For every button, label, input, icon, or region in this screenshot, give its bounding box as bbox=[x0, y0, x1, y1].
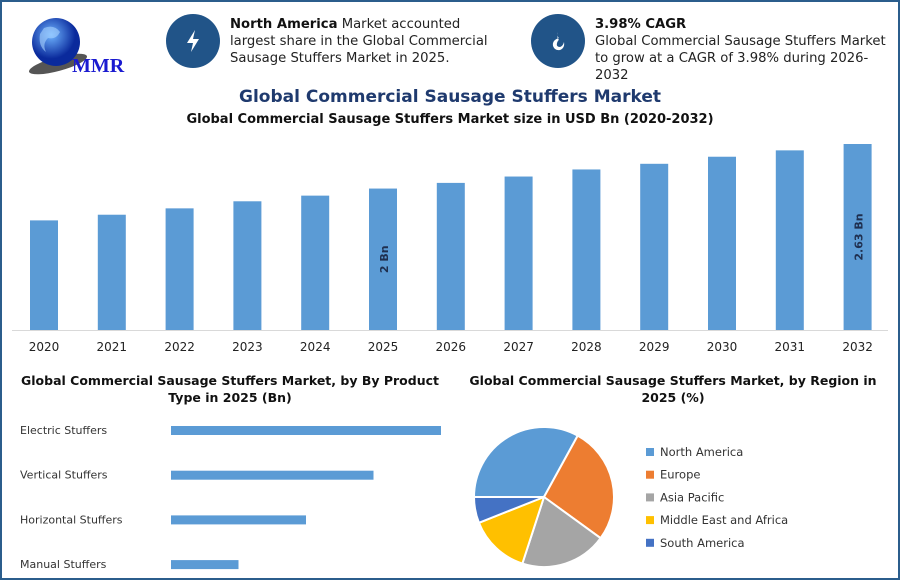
legend-swatch bbox=[646, 516, 654, 525]
category-label: Manual Stuffers bbox=[20, 558, 107, 571]
x-tick-label: 2031 bbox=[775, 340, 806, 354]
x-tick-label: 2026 bbox=[436, 340, 467, 354]
data-label: 2.63 Bn bbox=[853, 213, 866, 260]
bar-manual-stuffers bbox=[171, 560, 239, 570]
bar-2023 bbox=[233, 201, 262, 330]
x-tick-label: 2020 bbox=[29, 340, 60, 354]
bar-2021 bbox=[97, 214, 126, 330]
legend-swatch bbox=[646, 538, 654, 547]
bar-horizontal-stuffers bbox=[171, 515, 306, 525]
pie-slice-asia-pacific bbox=[521, 495, 603, 568]
bar-2022 bbox=[165, 208, 194, 330]
product-type-bar-chart: Electric Stuffers Vertical Stuffers Horizo… bbox=[20, 424, 441, 571]
legend-swatch bbox=[646, 448, 654, 456]
bar-2028 bbox=[572, 169, 601, 330]
x-tick-label: 2032 bbox=[842, 340, 873, 354]
region-pie-chart: North America Europe Asia Pacific Middle Ea… bbox=[472, 426, 788, 568]
pie-slice-middle-east-and-africa bbox=[477, 495, 546, 565]
pie-slice-europe bbox=[542, 434, 615, 540]
mmr-logo: MMR bbox=[28, 18, 125, 76]
data-label: 2 Bn bbox=[378, 245, 391, 273]
legend-label: South America bbox=[660, 536, 745, 550]
bar-electric-stuffers bbox=[171, 426, 441, 435]
x-tick-label: 2022 bbox=[164, 340, 195, 354]
bar-2025 bbox=[369, 188, 397, 330]
flame-icon bbox=[531, 14, 585, 68]
x-tick-label: 2029 bbox=[639, 340, 670, 354]
logo-text: MMR bbox=[72, 55, 125, 76]
lightning-icon bbox=[166, 14, 220, 68]
x-tick-label: 2030 bbox=[707, 340, 738, 354]
bar-2032 bbox=[843, 144, 872, 330]
info-cagr: 3.98% CAGR Global Commercial Sausage Stuf… bbox=[531, 14, 891, 84]
legend-label: North America bbox=[660, 445, 743, 459]
x-tick-label: 2027 bbox=[503, 340, 534, 354]
x-tick-label: 2021 bbox=[97, 340, 128, 354]
category-label: Horizontal Stuffers bbox=[20, 513, 123, 526]
pie-slice-south-america bbox=[472, 496, 545, 525]
category-label: Electric Stuffers bbox=[20, 424, 107, 437]
bar-2027 bbox=[504, 176, 533, 330]
category-label: Vertical Stuffers bbox=[20, 469, 108, 482]
info2-bold: 3.98% CAGR bbox=[595, 17, 687, 32]
pie-slice-north-america bbox=[472, 426, 580, 498]
main-chart-title: Global Commercial Sausage Stuffers Marke… bbox=[186, 112, 714, 127]
bar-2020 bbox=[30, 220, 58, 330]
bar-2029 bbox=[640, 163, 669, 330]
page-title: Global Commercial Sausage Stuffers Marke… bbox=[239, 87, 661, 107]
legend-label: Asia Pacific bbox=[660, 490, 724, 504]
region-chart-title: Global Commercial Sausage Stuffers Marke… bbox=[469, 373, 877, 405]
legend-swatch bbox=[646, 470, 654, 479]
market-size-bar-chart: 2020 2021 2022 2023 2024 2025 2 Bn 2026 2027 2028… bbox=[12, 144, 888, 354]
x-tick-label: 2024 bbox=[300, 340, 331, 354]
x-tick-label: 2025 bbox=[368, 340, 399, 354]
bar-2024 bbox=[301, 195, 330, 330]
bar-2030 bbox=[708, 156, 736, 330]
bar-2026 bbox=[436, 182, 465, 330]
product-chart-title: Global Commercial Sausage Stuffers Marke… bbox=[21, 373, 439, 405]
legend-swatch bbox=[646, 493, 654, 502]
info2-text: Global Commercial Sausage Stuffers Marke… bbox=[595, 34, 886, 83]
x-tick-label: 2028 bbox=[571, 340, 602, 354]
x-tick-label: 2023 bbox=[232, 340, 263, 354]
bar-vertical-stuffers bbox=[171, 470, 374, 480]
legend-label: Middle East and Africa bbox=[660, 513, 788, 527]
bar-2031 bbox=[775, 150, 804, 330]
info1-text: Market accounted largest share in the Gl… bbox=[230, 17, 488, 66]
info1-bold: North America bbox=[230, 17, 338, 32]
legend-label: Europe bbox=[660, 468, 700, 482]
info-north-america: North America Market accounted largest s… bbox=[166, 14, 506, 68]
